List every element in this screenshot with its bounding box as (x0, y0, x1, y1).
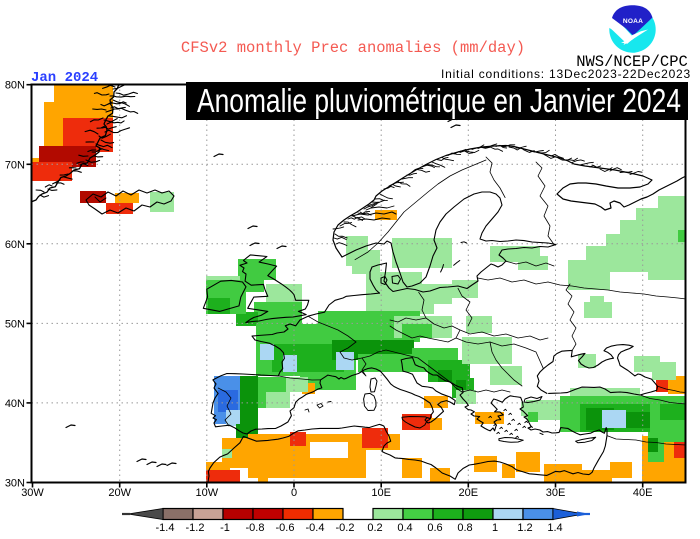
svg-text:80N: 80N (5, 80, 25, 92)
svg-text:0.4: 0.4 (397, 522, 412, 534)
svg-text:-1.2: -1.2 (186, 522, 205, 534)
svg-text:Jan 2024: Jan 2024 (31, 70, 98, 86)
svg-text:-0.6: -0.6 (276, 522, 295, 534)
svg-text:-1.4: -1.4 (156, 522, 175, 534)
svg-text:-0.4: -0.4 (306, 522, 325, 534)
svg-text:NOAA: NOAA (623, 18, 643, 25)
svg-text:10W: 10W (195, 487, 218, 499)
svg-text:20E: 20E (459, 487, 479, 499)
svg-text:1.4: 1.4 (547, 522, 562, 534)
svg-text:30W: 30W (21, 487, 44, 499)
svg-text:10E: 10E (371, 487, 391, 499)
svg-text:30N: 30N (5, 478, 25, 490)
svg-text:30E: 30E (546, 487, 566, 499)
svg-text:0.6: 0.6 (427, 522, 442, 534)
svg-text:0: 0 (291, 487, 297, 499)
svg-text:-1: -1 (220, 522, 230, 534)
svg-text:1.2: 1.2 (517, 522, 532, 534)
svg-text:Initial conditions: 13Dec2023-: Initial conditions: 13Dec2023-22Dec2023 (441, 67, 691, 81)
svg-text:1: 1 (492, 522, 498, 534)
svg-text:0.8: 0.8 (457, 522, 472, 534)
svg-text:Anomalie pluviométrique en Jan: Anomalie pluviométrique en Janvier 2024 (197, 82, 681, 119)
svg-text:40N: 40N (5, 398, 25, 410)
svg-text:20W: 20W (108, 487, 131, 499)
svg-text:70N: 70N (5, 159, 25, 171)
svg-text:0.2: 0.2 (367, 522, 382, 534)
svg-text:-0.2: -0.2 (336, 522, 355, 534)
svg-text:60N: 60N (5, 239, 25, 251)
svg-text:-0.8: -0.8 (246, 522, 265, 534)
svg-text:NWS/NCEP/CPC: NWS/NCEP/CPC (576, 53, 688, 71)
svg-text:40E: 40E (633, 487, 653, 499)
svg-text:CFSv2 monthly Prec anomalies (: CFSv2 monthly Prec anomalies (mm/day) (181, 39, 525, 57)
svg-text:50N: 50N (5, 318, 25, 330)
